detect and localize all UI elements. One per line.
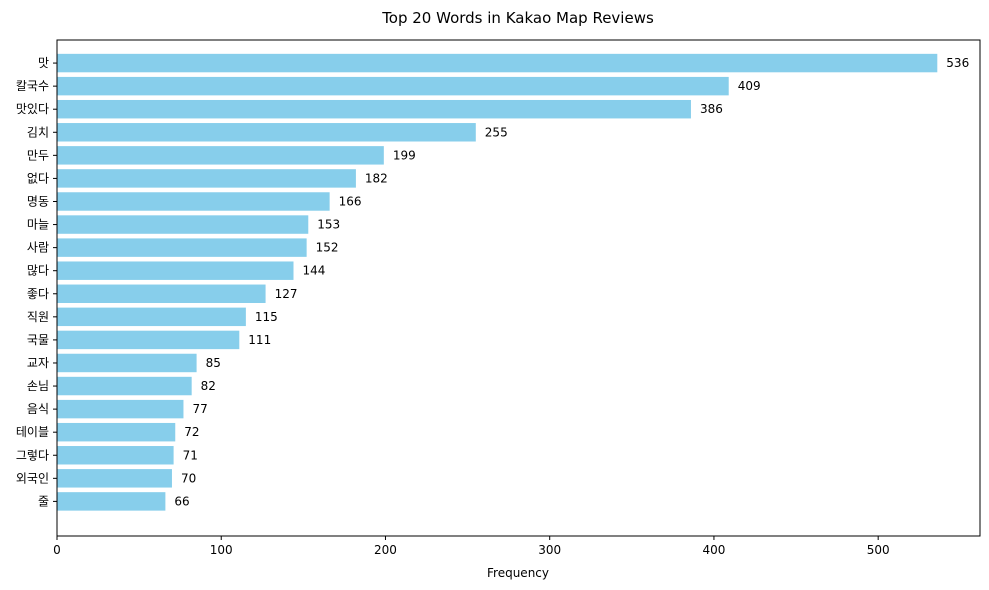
y-tick-label: 많다 (27, 264, 49, 278)
bar (57, 446, 174, 465)
y-tick-label: 김치 (27, 125, 49, 139)
bar (57, 284, 266, 303)
bar (57, 146, 384, 165)
x-ticks-group: 0 100 200 300 400 500 (53, 536, 890, 557)
x-tick-label: 400 (702, 543, 725, 557)
y-tick-label: 손님 (27, 379, 49, 393)
data-label: 127 (275, 287, 298, 301)
bar (57, 261, 294, 280)
x-axis-label: Frequency (487, 566, 549, 580)
y-tick-label: 칼국수 (16, 79, 49, 93)
y-tick-label: 없다 (27, 171, 49, 185)
data-label: 536 (946, 56, 969, 70)
bar (57, 330, 240, 350)
bars-group (57, 53, 938, 511)
bar (57, 76, 729, 96)
bar (57, 192, 330, 211)
y-tick-label: 외국인 (16, 471, 49, 485)
y-tick-label: 그렇다 (16, 447, 49, 462)
bar (57, 353, 197, 373)
x-tick-label: 500 (867, 543, 890, 557)
plot-frame (56, 39, 981, 537)
data-label: 77 (192, 402, 207, 416)
x-tick-label: 0 (53, 543, 61, 557)
data-label: 115 (255, 310, 278, 324)
bar (57, 123, 476, 142)
y-tick-label: 줄 (38, 494, 49, 508)
data-label: 255 (485, 125, 508, 139)
y-tick-labels: 맛칼국수맛있다김치만두없다명동마늘사람많다좋다직원국물교자손님음식테이블그렇다외… (16, 56, 57, 508)
bar (57, 422, 176, 442)
data-label: 72 (184, 425, 199, 439)
y-tick-label: 맛 (38, 56, 49, 70)
y-tick-label: 음식 (27, 402, 49, 416)
data-label: 71 (183, 448, 198, 462)
chart-title: Top 20 Words in Kakao Map Reviews (381, 9, 654, 27)
data-label: 111 (248, 333, 271, 347)
bar (57, 53, 938, 73)
bar (57, 492, 166, 511)
bar (57, 469, 172, 488)
bar (57, 307, 246, 327)
data-label: 386 (700, 102, 723, 116)
data-label: 144 (302, 264, 325, 278)
y-tick-label: 마늘 (27, 218, 49, 232)
data-label: 182 (365, 171, 388, 185)
bar (57, 99, 691, 119)
x-tick-label: 100 (210, 543, 233, 557)
data-label: 85 (206, 356, 221, 370)
data-label: 66 (174, 494, 189, 508)
data-label: 199 (393, 148, 416, 162)
x-tick-label: 300 (538, 543, 561, 557)
bar (57, 238, 307, 257)
data-label: 409 (738, 79, 761, 93)
data-label: 82 (201, 379, 216, 393)
y-tick-label: 국물 (27, 333, 49, 347)
bar (57, 169, 356, 188)
bar (57, 215, 309, 234)
y-tick-label: 사람 (27, 241, 49, 255)
y-tick-label: 좋다 (27, 287, 49, 301)
bar (57, 399, 184, 419)
y-tick-label: 맛있다 (16, 102, 49, 116)
y-tick-label: 직원 (27, 310, 49, 324)
data-label: 152 (316, 241, 339, 255)
data-label: 166 (339, 194, 362, 208)
data-label: 70 (181, 471, 196, 485)
y-tick-label: 만두 (27, 148, 49, 162)
x-tick-label: 200 (374, 543, 397, 557)
y-tick-label: 테이블 (16, 425, 49, 439)
y-tick-label: 명동 (27, 194, 49, 208)
y-tick-label: 교자 (27, 356, 49, 370)
data-label: 153 (317, 218, 340, 232)
bar (57, 376, 192, 396)
